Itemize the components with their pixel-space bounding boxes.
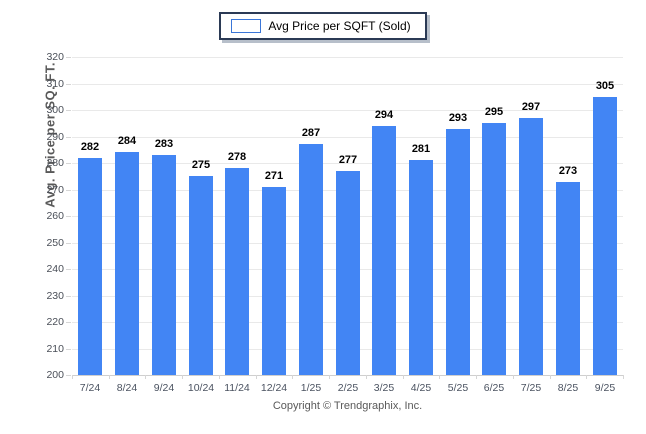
y-axis-tick	[66, 349, 71, 350]
bar	[78, 158, 102, 375]
legend-container: Avg Price per SQFT (Sold)	[0, 12, 646, 40]
x-axis-tick	[366, 375, 367, 379]
x-axis-tick	[476, 375, 477, 379]
bar	[482, 123, 506, 375]
gridline	[72, 57, 623, 58]
y-axis-tick-label: 270	[46, 184, 64, 196]
y-axis-tick-label: 280	[46, 157, 64, 169]
y-axis-tick	[66, 84, 71, 85]
x-axis-tick	[623, 375, 624, 379]
x-axis-tick-label: 2/25	[337, 382, 359, 394]
y-axis-tick	[66, 110, 71, 111]
x-axis-tick	[586, 375, 587, 379]
bar-value-label: 278	[227, 151, 247, 163]
y-axis-tick-label: 320	[46, 51, 64, 63]
gridline	[72, 84, 623, 85]
y-axis-tick	[66, 269, 71, 270]
y-axis-tick-label: 200	[46, 369, 64, 381]
y-axis-tick-label: 300	[46, 104, 64, 116]
bar	[299, 144, 323, 375]
x-axis-tick-label: 10/24	[187, 382, 215, 394]
x-axis-tick-label: 9/25	[594, 382, 616, 394]
bar	[225, 168, 249, 375]
bar	[556, 182, 580, 375]
y-axis-tick	[66, 243, 71, 244]
y-axis-tick	[66, 163, 71, 164]
y-axis-tick-label: 250	[46, 237, 64, 249]
bar-value-label: 295	[484, 106, 504, 118]
x-axis-tick-label: 11/24	[224, 382, 250, 394]
bar	[446, 129, 470, 375]
x-axis-tick-label: 12/24	[260, 382, 288, 394]
bar	[115, 152, 139, 375]
x-axis-tick-label: 8/25	[557, 382, 579, 394]
x-axis-tick-label: 5/25	[447, 382, 469, 394]
gridline	[72, 137, 623, 138]
y-axis-tick	[66, 216, 71, 217]
x-axis-tick	[439, 375, 440, 379]
x-axis-tick	[292, 375, 293, 379]
gridline	[72, 110, 623, 111]
bar-value-label: 283	[154, 138, 174, 150]
x-axis-tick	[550, 375, 551, 379]
copyright-text: Copyright © Trendgraphix, Inc.	[272, 400, 423, 412]
legend: Avg Price per SQFT (Sold)	[219, 12, 427, 40]
y-axis-tick-label: 290	[46, 131, 64, 143]
y-axis-tick	[66, 322, 71, 323]
bar	[262, 187, 286, 375]
bar	[519, 118, 543, 375]
x-axis-tick-label: 1/25	[300, 382, 322, 394]
x-axis-tick	[219, 375, 220, 379]
legend-label: Avg Price per SQFT (Sold)	[268, 19, 411, 33]
legend-swatch-icon	[231, 19, 262, 33]
x-axis-tick	[109, 375, 110, 379]
y-axis-tick-label: 230	[46, 290, 64, 302]
x-axis-tick	[182, 375, 183, 379]
bar	[409, 160, 433, 375]
y-axis-tick	[66, 57, 71, 58]
bar	[152, 155, 176, 375]
x-axis-tick	[145, 375, 146, 379]
x-axis-tick	[72, 375, 73, 379]
y-axis-tick-label: 260	[46, 210, 64, 222]
gridline	[72, 163, 623, 164]
y-axis-tick-label: 220	[46, 316, 64, 328]
y-axis-tick	[66, 190, 71, 191]
y-axis-tick-label: 210	[46, 343, 64, 355]
y-axis-tick	[66, 375, 71, 376]
y-axis-tick	[66, 296, 71, 297]
bar-value-label: 293	[448, 112, 468, 124]
x-axis-tick-label: 7/25	[520, 382, 542, 394]
y-axis-tick-label: 240	[46, 263, 64, 275]
bar	[336, 171, 360, 375]
plot-area: Avg. Price per SQ. FT. 200 210 220 230 240 25…	[43, 52, 624, 394]
x-axis-tick	[256, 375, 257, 379]
bar-value-label: 275	[191, 159, 211, 171]
bar	[372, 126, 396, 375]
bar-value-label: 284	[117, 135, 137, 147]
bar-value-label: 281	[411, 143, 431, 155]
x-axis-tick-label: 7/24	[79, 382, 101, 394]
x-axis-tick	[403, 375, 404, 379]
bar-value-label: 294	[374, 109, 394, 121]
x-axis-tick	[513, 375, 514, 379]
bar-value-label: 297	[521, 101, 541, 113]
x-axis-tick-label: 4/25	[410, 382, 432, 394]
bar-value-label: 305	[595, 80, 615, 92]
y-axis-tick-label: 310	[46, 78, 64, 90]
bar-value-label: 271	[264, 170, 284, 182]
x-axis-tick-label: 6/25	[483, 382, 505, 394]
bar-value-label: 277	[338, 154, 358, 166]
x-axis-tick-label: 3/25	[373, 382, 395, 394]
bar	[189, 176, 213, 375]
x-axis-tick	[329, 375, 330, 379]
x-axis-tick-label: 9/24	[153, 382, 175, 394]
gridline	[72, 375, 623, 376]
bar-value-label: 282	[80, 141, 100, 153]
bar-value-label: 273	[558, 165, 578, 177]
bar	[593, 97, 617, 375]
x-axis-tick-label: 8/24	[116, 382, 138, 394]
bar-value-label: 287	[301, 127, 321, 139]
y-axis-tick	[66, 137, 71, 138]
